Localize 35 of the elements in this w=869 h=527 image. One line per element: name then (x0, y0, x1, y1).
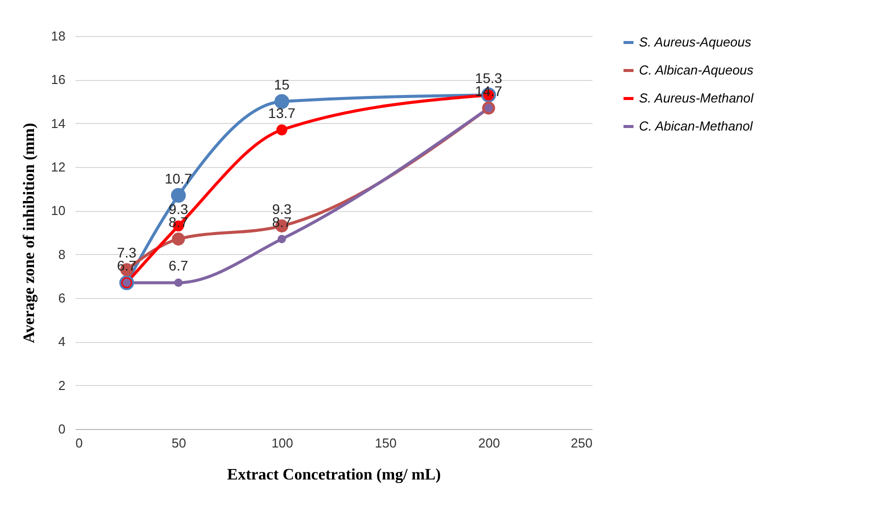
point (172, 232, 185, 246)
legend-label: C. Abican-Methanol (639, 118, 754, 134)
y-axis-title: Average zone of inhibition (mm) (21, 122, 38, 344)
y-tick-label: 12 (51, 160, 66, 174)
data-label: 6.7 (168, 258, 188, 274)
y-tick-label: 8 (58, 246, 66, 262)
y-tick-label: 18 (51, 28, 66, 44)
x-axis-title: Extract Concetration (mg/ mL) (227, 466, 441, 484)
y-tick-label: 16 (51, 72, 66, 88)
data-label: 9.3 (272, 200, 292, 217)
x-tick-label: 250 (570, 436, 592, 450)
y-tick-label: 2 (58, 378, 66, 393)
point (174, 278, 183, 287)
data-label: 15.3 (474, 70, 502, 86)
legend-label: S. Aureus-Aqueous (639, 34, 752, 50)
y-tick-label: 0 (58, 422, 66, 436)
x-tick-label: 50 (172, 436, 186, 450)
x-tick-label: 200 (478, 436, 500, 450)
point (274, 94, 290, 109)
legend-label: S. Aureus-Methanol (639, 90, 755, 106)
y-tick-label: 6 (58, 290, 66, 306)
data-label: 9.3 (168, 200, 188, 217)
point (276, 124, 288, 136)
x-tick-label: 0 (76, 436, 83, 450)
y-tick-label: 10 (51, 203, 66, 218)
point (278, 234, 286, 244)
y-tick-label: 14 (51, 116, 66, 131)
data-label: 15 (274, 76, 290, 92)
y-tick-label: 4 (58, 334, 66, 350)
x-tick-label: 150 (374, 436, 397, 450)
data-label: 13.7 (268, 104, 296, 121)
legend-label: C. Albican-Aqueous (639, 62, 754, 78)
data-label: 7.3 (116, 244, 137, 261)
point (170, 188, 186, 203)
x-tick-label: 100 (271, 436, 294, 450)
